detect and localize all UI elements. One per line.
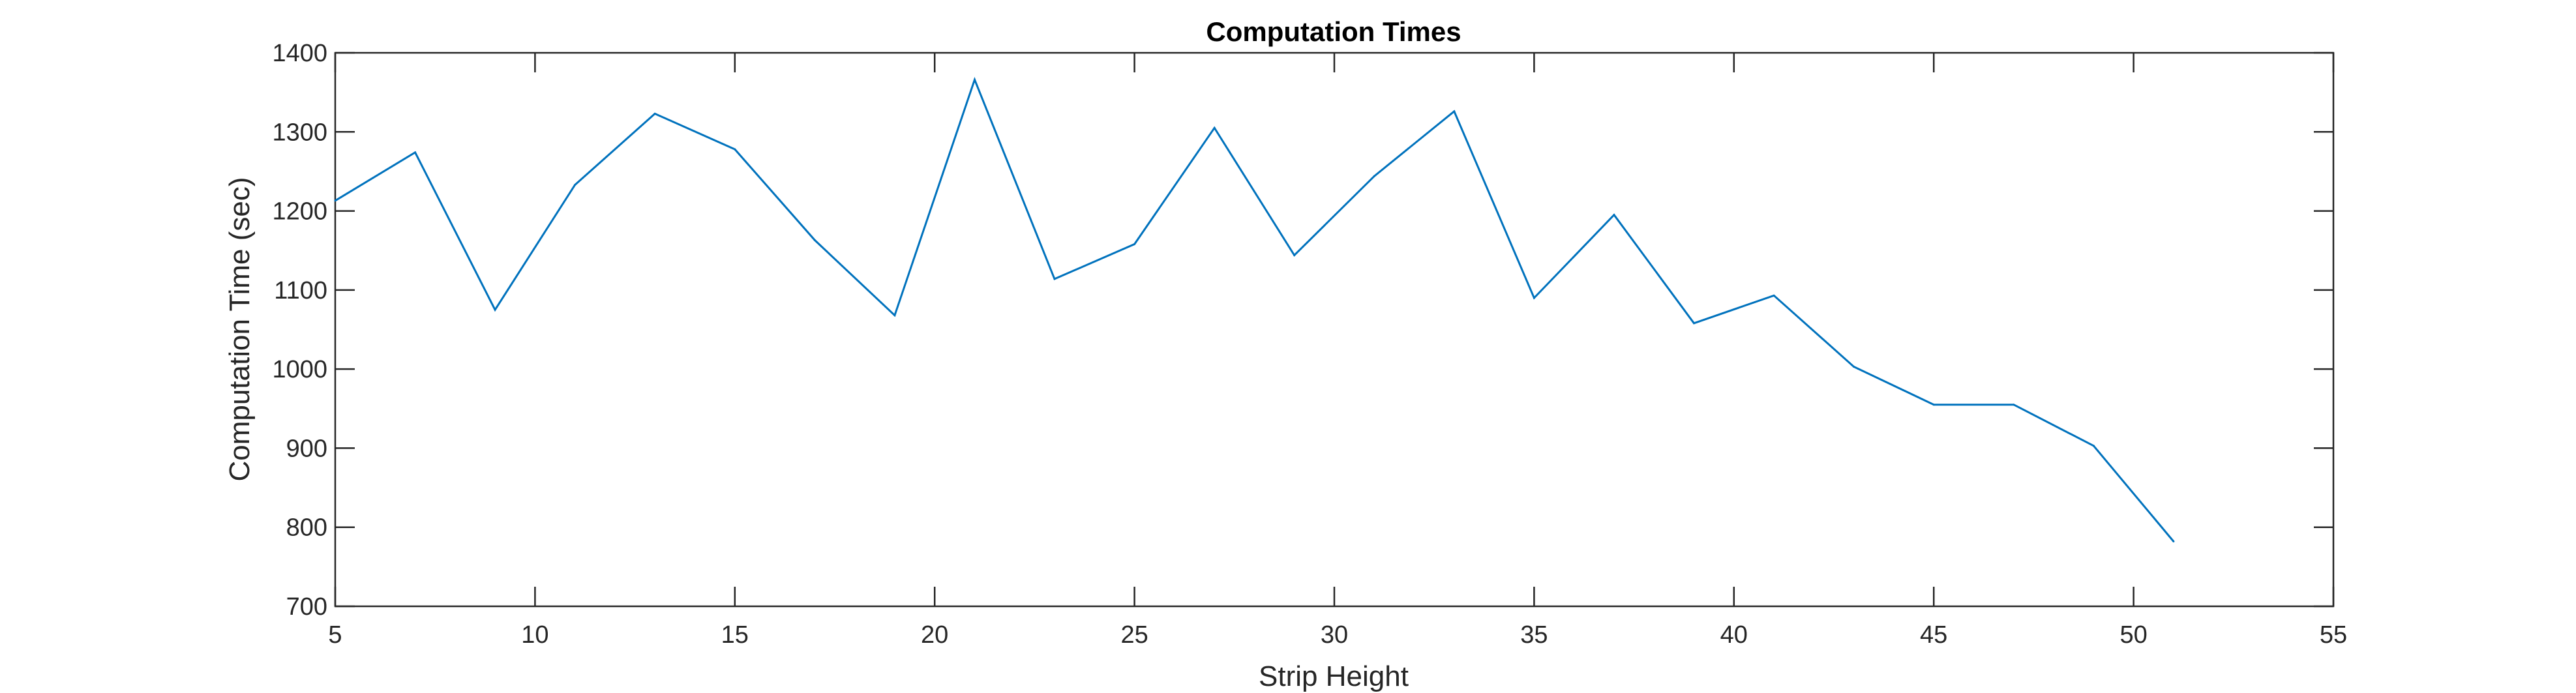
plot-frame [334, 52, 2335, 608]
x-tick-label: 25 [1120, 621, 1148, 649]
data-point [1613, 214, 1615, 216]
x-tick-label: 55 [2320, 621, 2347, 649]
data-point [1453, 110, 1456, 113]
data-point [893, 314, 896, 317]
data-point [2013, 404, 2015, 406]
y-tick-label: 1400 [272, 40, 327, 67]
data-point [414, 151, 417, 154]
data-point [973, 78, 976, 81]
data-point [1533, 297, 1535, 299]
y-axis-label: Computation Time (sec) [224, 177, 256, 481]
data-point [1932, 404, 1935, 406]
data-point [574, 184, 577, 186]
y-tick-label: 800 [286, 514, 327, 542]
x-tick-label: 20 [921, 621, 948, 649]
data-point [1213, 126, 1216, 129]
x-tick-label: 30 [1321, 621, 1348, 649]
data-point [813, 239, 816, 241]
x-axis-label: Strip Height [1259, 660, 1409, 692]
data-point [2172, 540, 2175, 543]
data-point [1773, 294, 1775, 297]
chart-title: Computation Times [1206, 16, 1461, 47]
y-tick-label: 1000 [272, 356, 327, 383]
series-line [335, 76, 2175, 542]
data-point [494, 308, 496, 311]
data-point [1853, 366, 1855, 368]
x-tick-label: 35 [1520, 621, 1548, 649]
data-point [334, 199, 337, 202]
x-tick-label: 5 [328, 621, 342, 649]
data-point [1293, 254, 1296, 256]
y-tick-label: 900 [286, 435, 327, 462]
x-tick-label: 10 [521, 621, 548, 649]
x-tick-label: 15 [721, 621, 749, 649]
x-tick-label: 40 [1720, 621, 1748, 649]
data-point [1133, 243, 1136, 246]
data-point [1053, 278, 1056, 280]
x-tick-label: 50 [2119, 621, 2147, 649]
data-point [1693, 322, 1696, 325]
data-point [734, 148, 736, 151]
data-point [653, 112, 656, 115]
y-tick-label: 700 [286, 593, 327, 621]
y-tick-label: 1200 [272, 198, 327, 226]
x-tick-label: 45 [1920, 621, 1947, 649]
y-tick-label: 1300 [272, 119, 327, 146]
data-point [2092, 445, 2095, 447]
data-point [1373, 175, 1375, 177]
y-tick-label: 1100 [274, 277, 327, 304]
